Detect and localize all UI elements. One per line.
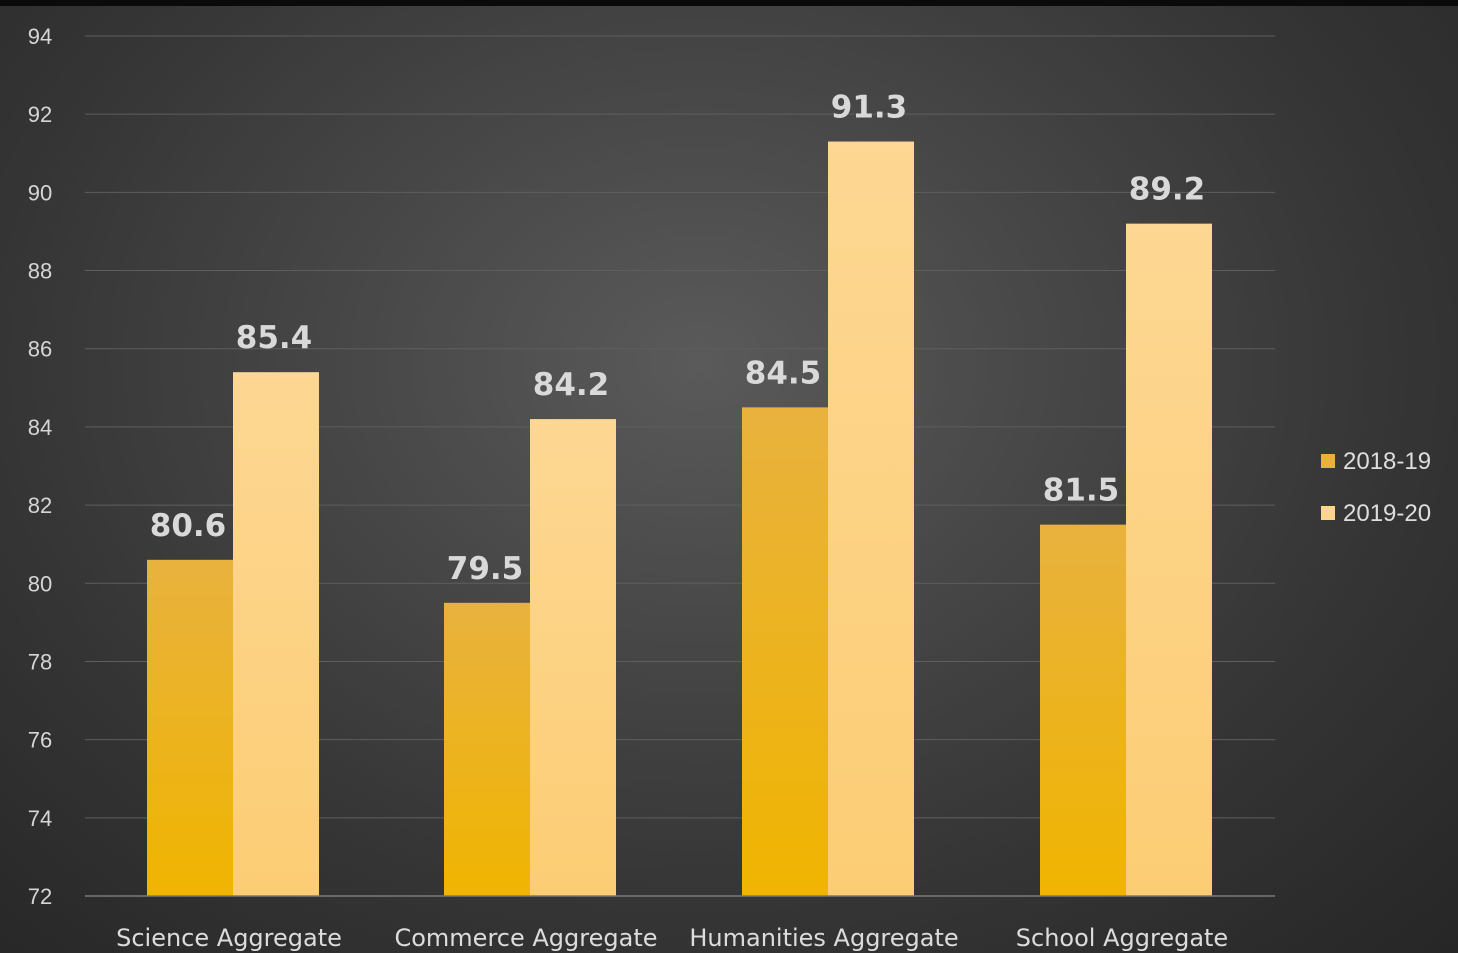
y-tick-label: 94 — [28, 24, 52, 49]
data-label: 79.5 — [447, 551, 524, 587]
legend-swatch — [1321, 506, 1335, 520]
bar-2019-20-0 — [233, 372, 319, 896]
y-tick-label: 86 — [28, 337, 52, 362]
bars — [147, 141, 1212, 897]
y-tick-label: 88 — [28, 259, 52, 284]
y-axis-tick-labels: 72 74 76 78 80 82 84 86 88 90 92 94 — [28, 24, 52, 909]
y-tick-label: 78 — [28, 649, 52, 674]
bar-2018-19-3 — [1040, 524, 1126, 896]
bar-2018-19-1 — [444, 602, 530, 896]
data-label: 91.3 — [831, 90, 908, 126]
bar-2018-19-0 — [147, 559, 233, 896]
y-tick-label: 72 — [28, 884, 52, 909]
y-tick-label: 84 — [28, 415, 52, 440]
data-label: 84.5 — [745, 355, 822, 391]
y-tick-label: 76 — [28, 728, 52, 753]
data-label: 84.2 — [533, 367, 610, 403]
x-category-label: School Aggregate — [1016, 924, 1228, 952]
bar-2019-20-1 — [530, 419, 616, 896]
data-label: 89.2 — [1129, 172, 1206, 208]
data-label: 80.6 — [150, 508, 227, 544]
x-axis-category-labels: Science Aggregate Commerce Aggregate Human… — [116, 924, 1228, 952]
bar-2019-20-3 — [1126, 223, 1212, 897]
y-tick-label: 80 — [28, 571, 52, 596]
y-tick-label: 92 — [28, 102, 52, 127]
legend-swatch — [1321, 454, 1335, 468]
data-label: 85.4 — [236, 320, 313, 356]
y-tick-label: 90 — [28, 180, 52, 205]
x-category-label: Commerce Aggregate — [394, 924, 657, 952]
data-labels: 80.6 85.4 79.5 84.2 84.5 91.3 81.5 89.2 — [150, 90, 1206, 587]
data-label: 81.5 — [1043, 473, 1120, 509]
legend: 2018-19 2019-20 — [1321, 448, 1431, 527]
legend-label: 2019-20 — [1343, 500, 1431, 527]
y-tick-label: 74 — [28, 806, 52, 831]
y-tick-label: 82 — [28, 493, 52, 518]
x-category-label: Science Aggregate — [116, 924, 342, 952]
bar-2019-20-2 — [828, 141, 914, 896]
x-category-label: Humanities Aggregate — [689, 924, 958, 952]
bar-2018-19-2 — [742, 407, 828, 896]
legend-label: 2018-19 — [1343, 448, 1431, 475]
